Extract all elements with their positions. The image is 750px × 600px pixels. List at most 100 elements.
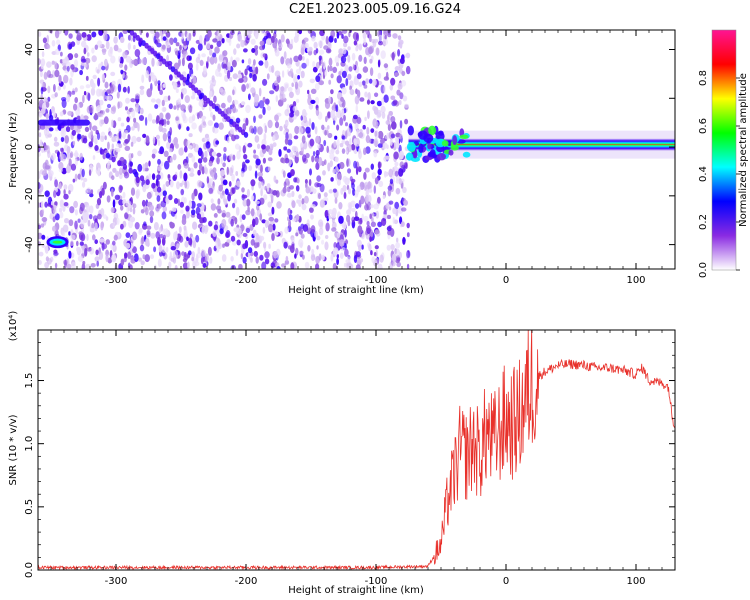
noise-speckle <box>329 160 333 168</box>
noise-speckle <box>288 133 293 140</box>
noise-speckle <box>38 241 42 247</box>
noise-speckle <box>128 219 134 229</box>
noise-speckle <box>124 212 129 220</box>
noise-speckle <box>285 83 289 89</box>
noise-speckle <box>289 214 293 221</box>
noise-speckle <box>70 163 77 171</box>
noise-speckle <box>154 39 158 45</box>
noise-speckle <box>380 105 386 113</box>
noise-speckle <box>101 65 106 71</box>
noise-speckle <box>201 226 206 235</box>
noise-speckle <box>266 105 271 111</box>
noise-speckle <box>324 241 329 251</box>
noise-speckle <box>398 178 402 185</box>
noise-speckle <box>370 250 373 256</box>
noise-speckle <box>223 146 227 153</box>
noise-speckle <box>377 196 381 204</box>
noise-speckle <box>165 42 171 49</box>
noise-speckle <box>304 261 310 269</box>
noise-speckle <box>45 113 49 119</box>
noise-speckle <box>235 249 239 256</box>
noise-speckle <box>67 53 74 61</box>
noise-speckle <box>221 169 225 177</box>
noise-speckle <box>95 249 99 256</box>
noise-speckle <box>38 31 42 37</box>
noise-speckle <box>259 235 265 241</box>
noise-speckle <box>66 94 71 103</box>
noise-speckle <box>110 71 116 77</box>
noise-speckle <box>169 251 172 260</box>
noise-speckle <box>352 63 356 70</box>
noise-speckle <box>74 173 78 182</box>
noise-speckle <box>283 241 288 249</box>
noise-speckle <box>91 222 95 230</box>
noise-speckle <box>157 158 161 165</box>
noise-speckle <box>228 154 232 161</box>
noise-speckle <box>209 178 213 186</box>
noise-speckle <box>169 156 174 163</box>
y-tick-label: -40 <box>24 236 35 252</box>
noise-speckle <box>150 30 156 34</box>
noise-speckle <box>201 115 207 120</box>
noise-speckle <box>386 226 392 232</box>
noise-speckle <box>192 240 197 249</box>
noise-speckle <box>336 179 341 186</box>
noise-speckle <box>148 160 151 167</box>
noise-speckle <box>325 235 329 239</box>
noise-speckle <box>54 201 58 206</box>
colorbar: 0.0 0.2 0.4 0.6 0.8 Normalized spectral ampl… <box>698 29 749 278</box>
noise-speckle <box>399 161 404 168</box>
noise-speckle <box>287 207 292 217</box>
noise-speckle <box>137 150 142 157</box>
noise-speckle <box>210 203 217 211</box>
noise-speckle <box>169 180 174 188</box>
noise-speckle <box>385 120 391 125</box>
noise-speckle <box>317 144 321 149</box>
noise-speckle <box>53 204 57 210</box>
noise-speckle <box>339 161 345 170</box>
colorbar-tick-label: 0.2 <box>698 214 709 230</box>
noise-speckle <box>390 244 395 251</box>
noise-speckle <box>78 231 83 236</box>
noise-speckle <box>141 199 146 207</box>
noise-speckle <box>314 126 318 135</box>
noise-speckle <box>92 125 98 131</box>
noise-speckle <box>47 96 51 102</box>
noise-speckle <box>96 260 99 267</box>
noise-speckle <box>341 109 345 117</box>
noise-speckle <box>327 132 333 139</box>
noise-speckle <box>118 143 123 149</box>
noise-speckle <box>38 224 41 229</box>
noise-speckle <box>69 206 75 214</box>
noise-speckle <box>101 243 108 250</box>
noise-speckle <box>374 92 379 98</box>
noise-speckle <box>264 60 269 69</box>
noise-speckle <box>369 67 374 77</box>
noise-speckle <box>96 88 102 97</box>
noise-speckle <box>238 103 241 109</box>
noise-speckle <box>54 48 60 56</box>
noise-speckle <box>183 172 188 182</box>
noise-speckle <box>281 263 287 268</box>
noise-speckle <box>217 208 222 214</box>
noise-speckle <box>314 230 318 238</box>
track-dot <box>213 224 219 231</box>
noise-speckle <box>359 217 363 225</box>
noise-speckle <box>258 60 264 66</box>
noise-speckle <box>222 63 227 69</box>
noise-speckle <box>168 148 173 153</box>
noise-speckle <box>113 36 118 44</box>
noise-speckle <box>209 90 213 97</box>
noise-speckle <box>328 215 332 220</box>
noise-speckle <box>192 221 198 230</box>
noise-speckle <box>326 145 330 153</box>
noise-speckle <box>200 151 204 160</box>
track-dot <box>242 243 247 250</box>
noise-speckle <box>131 231 138 241</box>
noise-speckle <box>262 106 266 116</box>
noise-speckle <box>181 57 185 67</box>
noise-speckle <box>198 125 202 132</box>
y-tick-label: 0.0 <box>24 562 35 578</box>
noise-speckle <box>217 198 221 205</box>
signal-turbulence <box>441 140 449 147</box>
